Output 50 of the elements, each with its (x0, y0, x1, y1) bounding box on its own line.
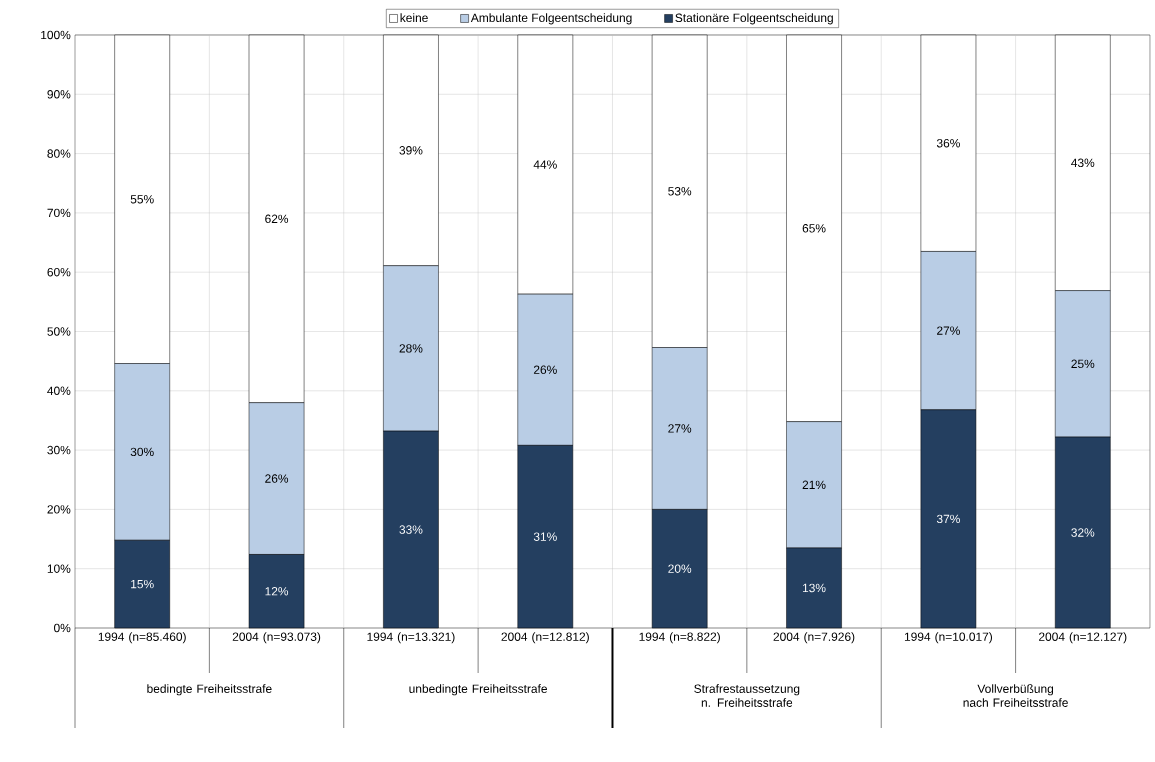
x-tick-label: 2004 (n=93.073) (232, 632, 321, 644)
data-label: 30% (130, 447, 154, 457)
y-tick-label: 10% (47, 564, 71, 573)
data-label: 28% (399, 344, 423, 353)
data-label: 21% (802, 480, 826, 489)
x-tick-label: 2004 (n=12.127) (1039, 632, 1127, 644)
x-tick-label: 2004 (n=7.926) (773, 632, 855, 644)
data-label: 32% (1071, 528, 1095, 537)
data-label: 39% (399, 146, 423, 155)
data-label: 55% (130, 195, 154, 204)
text: unbedingte Freiheitsstrafe (409, 684, 547, 696)
legend-label: Stationäre Folgeentscheidung (675, 13, 833, 25)
x-tick-label: 1994 (n=85.460) (98, 632, 186, 644)
data-label: 26% (533, 365, 557, 374)
y-tick-label: 20% (47, 505, 71, 514)
data-label: 27% (668, 424, 692, 433)
x-tick-label: 1994 (n=13.321) (367, 632, 455, 644)
data-label: 62% (265, 214, 289, 224)
data-label: 20% (668, 564, 692, 573)
y-tick-label: 80% (47, 149, 71, 158)
data-label: 26% (265, 474, 289, 483)
data-label: 13% (802, 583, 826, 593)
text: Vollverbüßung nach Freiheitsstrafe (963, 684, 1068, 707)
data-label: 33% (399, 525, 423, 534)
data-label: 44% (533, 160, 557, 169)
data-label: 12% (265, 587, 289, 596)
legend-label: keine (400, 13, 428, 23)
y-tick-label: 100% (41, 30, 71, 40)
y-tick-label: 0% (54, 623, 71, 633)
y-tick-label: 30% (47, 445, 71, 455)
y-tick-label: 90% (47, 90, 71, 99)
data-label: 37% (936, 514, 960, 524)
data-label: 65% (802, 224, 826, 233)
y-tick-label: 40% (47, 386, 71, 396)
data-label: 25% (1071, 359, 1095, 369)
data-label: 43% (1071, 158, 1095, 168)
y-tick-label: 60% (47, 267, 71, 277)
x-tick-label: 1994 (n=10.017) (904, 632, 993, 644)
data-label: 27% (937, 326, 960, 335)
y-tick-label: 50% (47, 327, 71, 336)
data-label: 36% (936, 138, 960, 148)
data-label: 31% (533, 532, 557, 541)
data-label: 53% (668, 187, 692, 196)
x-tick-label: 1994 (n=8.822) (639, 632, 720, 644)
y-tick-label: 70% (47, 208, 71, 218)
text: Strafrestaussetzung n. Freiheitsstrafe (694, 684, 800, 707)
text: bedingte Freiheitsstrafe (147, 684, 272, 696)
data-label: 15% (131, 579, 154, 589)
legend-label: Ambulante Folgeentscheidung (470, 13, 632, 25)
x-tick-label: 2004 (n=12.812) (501, 632, 589, 644)
